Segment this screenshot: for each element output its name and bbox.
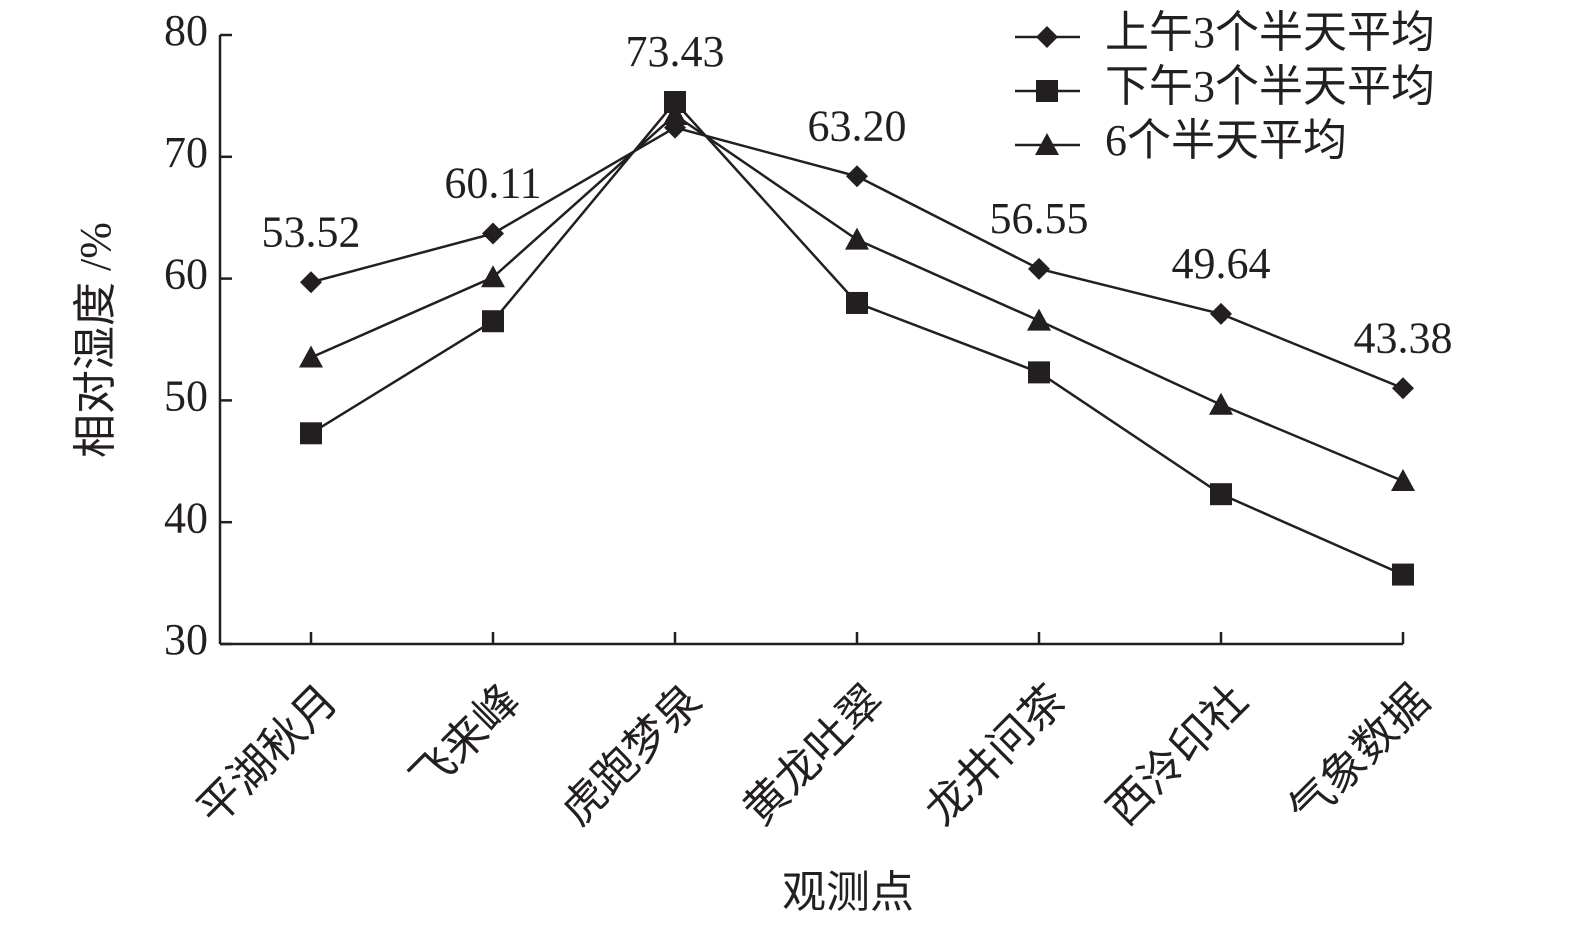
value-label: 49.64 bbox=[1172, 239, 1271, 288]
triangle-marker bbox=[299, 345, 323, 368]
diamond-marker bbox=[1036, 26, 1058, 48]
legend-label: 上午3个半天平均 bbox=[1105, 8, 1435, 57]
diamond-marker bbox=[1392, 377, 1414, 400]
x-tick-label: 虎跑梦泉 bbox=[552, 676, 711, 835]
y-axis-title: 相对湿度 /% bbox=[71, 222, 120, 458]
value-label: 60.11 bbox=[444, 159, 541, 208]
x-tick-label: 气象数据 bbox=[1280, 676, 1439, 835]
square-marker bbox=[846, 291, 868, 314]
value-label: 56.55 bbox=[990, 194, 1089, 243]
triangle-marker bbox=[663, 103, 687, 126]
x-tick-label: 平湖秋月 bbox=[188, 676, 347, 835]
x-tick-label: 龙井问茶 bbox=[916, 676, 1075, 835]
triangle-marker bbox=[1209, 392, 1233, 415]
square-marker bbox=[482, 310, 504, 333]
square-marker bbox=[1210, 483, 1232, 506]
y-tick-label: 30 bbox=[164, 615, 208, 664]
value-label: 53.52 bbox=[262, 207, 361, 256]
x-tick-label: 黄龙吐翠 bbox=[734, 676, 893, 835]
square-marker bbox=[300, 422, 322, 445]
x-axis-title: 观测点 bbox=[782, 868, 914, 917]
x-tick-label: 西泠印社 bbox=[1098, 676, 1257, 835]
diamond-marker bbox=[846, 165, 868, 188]
y-tick-label: 80 bbox=[164, 6, 208, 55]
y-tick-label: 40 bbox=[164, 493, 208, 542]
triangle-marker bbox=[481, 265, 505, 288]
value-label: 43.38 bbox=[1354, 313, 1453, 362]
triangle-marker bbox=[845, 227, 869, 250]
diamond-marker bbox=[482, 222, 504, 245]
y-tick-label: 50 bbox=[164, 371, 208, 420]
square-marker bbox=[1392, 563, 1414, 586]
triangle-marker bbox=[1391, 469, 1415, 492]
value-label: 73.43 bbox=[626, 27, 725, 76]
diamond-marker bbox=[300, 271, 322, 294]
legend-label: 6个半天平均 bbox=[1105, 116, 1347, 165]
y-tick-label: 60 bbox=[164, 250, 208, 299]
legend-label: 下午3个半天平均 bbox=[1105, 62, 1435, 111]
value-label: 63.20 bbox=[808, 101, 907, 150]
square-marker bbox=[1028, 361, 1050, 384]
diamond-marker bbox=[1210, 302, 1232, 325]
diamond-marker bbox=[1028, 257, 1050, 280]
x-tick-label: 飞来峰 bbox=[401, 676, 529, 804]
square-marker bbox=[1036, 80, 1058, 102]
square-marker bbox=[664, 90, 686, 113]
y-tick-label: 70 bbox=[164, 128, 208, 177]
triangle-marker bbox=[1027, 308, 1051, 331]
triangle-marker bbox=[1035, 133, 1059, 155]
